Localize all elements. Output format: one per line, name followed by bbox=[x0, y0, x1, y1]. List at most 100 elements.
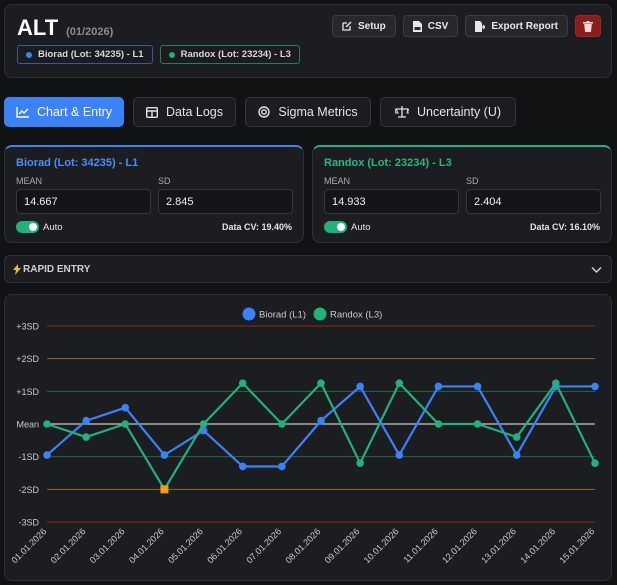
mean-label: MEAN bbox=[16, 176, 43, 186]
lot-tag-label: Randox (Lot: 23234) - L3 bbox=[180, 49, 291, 60]
legend-marker bbox=[313, 307, 327, 321]
rapid-entry-title: RAPID ENTRY bbox=[13, 264, 90, 275]
card-title: Biorad (Lot: 34235) - L1 bbox=[16, 157, 139, 169]
x-tick-label: 09.01.2026 bbox=[323, 526, 362, 565]
data-point bbox=[238, 462, 247, 471]
tab-data-logs[interactable]: Data Logs bbox=[133, 97, 236, 127]
rapid-entry-panel[interactable]: RAPID ENTRY bbox=[4, 255, 612, 283]
data-point bbox=[473, 382, 482, 391]
tab-label: Data Logs bbox=[166, 105, 223, 119]
flagged-point bbox=[160, 485, 169, 494]
x-tick-label: 02.01.2026 bbox=[49, 526, 88, 565]
delete-button[interactable] bbox=[575, 15, 601, 37]
lot-tags: Biorad (Lot: 34235) - L1 Randox (Lot: 23… bbox=[17, 45, 300, 64]
data-point bbox=[591, 459, 599, 467]
tab-label: Uncertainty (U) bbox=[416, 105, 502, 119]
data-point bbox=[278, 420, 286, 428]
csv-label: CSV bbox=[427, 20, 449, 32]
data-point bbox=[82, 416, 90, 425]
data-point bbox=[317, 416, 325, 425]
lot-tag-randox: Randox (Lot: 23234) - L3 bbox=[159, 45, 300, 64]
biorad-card: Biorad (Lot: 34235) - L1 MEAN 14.667 SD … bbox=[4, 145, 304, 243]
x-tick-label: 14.01.2026 bbox=[518, 526, 557, 565]
tab-label: Sigma Metrics bbox=[278, 105, 358, 119]
data-point bbox=[356, 459, 364, 467]
lot-tag-biorad: Biorad (Lot: 34235) - L1 bbox=[17, 45, 153, 64]
y-tick-label: -1SD bbox=[18, 452, 39, 462]
legend-label: Biorad (L1) bbox=[259, 310, 306, 321]
tab-uncertainty[interactable]: Uncertainty (U) bbox=[380, 97, 516, 127]
x-tick-label: 05.01.2026 bbox=[166, 526, 205, 565]
data-point bbox=[199, 420, 208, 428]
setup-label: Setup bbox=[357, 20, 386, 32]
card-title: Randox (Lot: 23234) - L3 bbox=[324, 157, 452, 169]
y-tick-label: +3SD bbox=[16, 322, 39, 332]
csv-button[interactable]: CSV bbox=[402, 15, 459, 37]
data-point bbox=[278, 462, 286, 471]
x-tick-label: 04.01.2026 bbox=[127, 526, 166, 565]
legend-label: Randox (L3) bbox=[330, 310, 382, 321]
auto-toggle[interactable] bbox=[16, 221, 39, 233]
data-point bbox=[552, 379, 560, 387]
data-cv: Data CV: 16.10% bbox=[529, 222, 600, 232]
data-point bbox=[121, 420, 130, 428]
x-tick-label: 12.01.2026 bbox=[440, 526, 479, 565]
levey-jennings-chart: +3SD +2SD +1SD Mean -1SD -2SD -3SD 01.01.2026 02… bbox=[4, 294, 612, 581]
data-cv: Data CV: 19.40% bbox=[221, 222, 292, 232]
sd-input[interactable]: 2.845 bbox=[158, 189, 293, 214]
data-point bbox=[317, 379, 325, 387]
series-line bbox=[46, 382, 596, 491]
data-point bbox=[395, 451, 404, 459]
blue-dot-icon bbox=[26, 51, 32, 58]
sd-label: SD bbox=[466, 176, 479, 186]
mean-input[interactable]: 14.667 bbox=[16, 189, 151, 214]
data-point bbox=[160, 451, 169, 459]
data-point bbox=[395, 379, 404, 387]
table-icon bbox=[146, 106, 158, 118]
analyte-title: ALT bbox=[17, 15, 59, 40]
chevron-down-icon[interactable] bbox=[591, 264, 602, 275]
trash-icon bbox=[583, 20, 593, 32]
tab-chart-entry[interactable]: Chart & Entry bbox=[4, 97, 124, 127]
chart-line-icon bbox=[16, 106, 29, 118]
data-point bbox=[356, 382, 364, 391]
sd-label: SD bbox=[158, 176, 171, 186]
sd-input[interactable]: 2.404 bbox=[466, 189, 601, 214]
x-tick-label: 01.01.2026 bbox=[9, 526, 48, 565]
x-tick-label: 15.01.2026 bbox=[557, 526, 596, 565]
mean-input[interactable]: 14.933 bbox=[324, 189, 459, 214]
header-actions: Setup CSV Export Report bbox=[331, 15, 601, 37]
data-point bbox=[473, 420, 482, 428]
data-point bbox=[591, 382, 599, 391]
data-point bbox=[434, 382, 443, 391]
lot-tag-label: Biorad (Lot: 34235) - L1 bbox=[38, 49, 144, 60]
rapid-entry-label: RAPID ENTRY bbox=[23, 264, 91, 275]
data-point bbox=[121, 403, 130, 412]
tab-sigma-metrics[interactable]: Sigma Metrics bbox=[245, 97, 371, 127]
x-tick-label: 13.01.2026 bbox=[479, 526, 518, 565]
period-label: (01/2026) bbox=[66, 26, 114, 38]
tab-bar: Chart & Entry Data Logs Sigma Metrics Un… bbox=[4, 97, 516, 127]
auto-toggle[interactable] bbox=[324, 221, 347, 233]
x-tick-label: 06.01.2026 bbox=[205, 526, 244, 565]
mean-label: MEAN bbox=[324, 176, 351, 186]
target-icon bbox=[258, 106, 271, 118]
data-point bbox=[512, 433, 521, 441]
x-tick-label: 11.01.2026 bbox=[401, 526, 439, 564]
export-report-button[interactable]: Export Report bbox=[465, 15, 568, 37]
setup-button[interactable]: Setup bbox=[331, 15, 396, 37]
green-dot-icon bbox=[168, 51, 175, 58]
x-tick-label: 03.01.2026 bbox=[88, 526, 127, 565]
edit-icon bbox=[342, 21, 352, 31]
tab-label: Chart & Entry bbox=[36, 105, 113, 119]
data-point bbox=[238, 379, 247, 387]
title-row: ALT (01/2026) bbox=[17, 15, 113, 41]
scale-icon bbox=[394, 106, 409, 118]
auto-label: Auto bbox=[351, 222, 371, 233]
data-point bbox=[512, 451, 521, 459]
lightning-icon bbox=[13, 264, 21, 275]
x-tick-label: 10.01.2026 bbox=[362, 526, 401, 565]
y-tick-label: Mean bbox=[16, 420, 39, 430]
file-csv-icon bbox=[412, 20, 422, 32]
